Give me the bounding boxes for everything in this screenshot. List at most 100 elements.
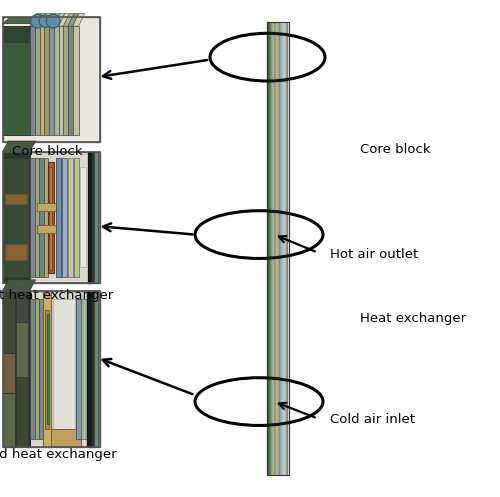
Polygon shape (2, 17, 40, 24)
Bar (46, 310, 50, 428)
Text: Cold heat exchanger: Cold heat exchanger (0, 448, 117, 461)
Polygon shape (58, 13, 70, 26)
Polygon shape (40, 13, 50, 26)
Bar (268, 22, 269, 475)
Bar (35, 158, 39, 277)
Circle shape (30, 14, 44, 28)
Bar (272, 22, 273, 475)
Bar (53, 299, 74, 439)
Polygon shape (68, 13, 79, 26)
Bar (6, 194, 27, 204)
Bar (2, 17, 100, 142)
Bar (36, 225, 56, 233)
Bar (30, 26, 35, 136)
Bar (74, 158, 79, 277)
Bar (36, 203, 56, 211)
Bar (35, 26, 40, 136)
Bar (34, 299, 38, 439)
Bar (16, 291, 28, 322)
Bar (279, 22, 280, 475)
Bar (6, 244, 27, 259)
Text: Core block: Core block (12, 145, 83, 158)
Polygon shape (50, 13, 60, 26)
Bar (38, 299, 44, 439)
Bar (44, 26, 50, 136)
Polygon shape (2, 280, 35, 291)
Bar (286, 22, 288, 475)
Bar (52, 428, 80, 447)
Bar (269, 22, 270, 475)
Bar (273, 22, 274, 475)
Polygon shape (30, 13, 42, 26)
Bar (30, 158, 35, 277)
Bar (282, 22, 283, 475)
Bar (276, 22, 278, 475)
Bar (82, 299, 87, 439)
Bar (68, 26, 72, 136)
Bar (47, 314, 50, 424)
Polygon shape (35, 13, 46, 26)
Bar (2, 152, 100, 283)
Bar (88, 291, 91, 447)
Polygon shape (54, 13, 65, 26)
Bar (266, 22, 288, 475)
Bar (281, 22, 282, 475)
Bar (2, 299, 29, 439)
Bar (4, 291, 15, 353)
Bar (76, 299, 82, 439)
Bar (2, 42, 30, 136)
Bar (40, 26, 44, 136)
Bar (62, 158, 68, 277)
Bar (91, 152, 94, 283)
Bar (2, 152, 100, 283)
Bar (30, 299, 34, 439)
Polygon shape (64, 13, 74, 26)
Bar (2, 291, 30, 447)
Bar (50, 167, 51, 270)
Bar (80, 167, 86, 267)
Bar (91, 291, 94, 447)
Bar (4, 393, 15, 447)
Bar (2, 158, 29, 277)
Polygon shape (72, 13, 85, 26)
Bar (4, 353, 15, 393)
Polygon shape (2, 141, 35, 152)
Bar (64, 26, 68, 136)
Text: Hot air outlet: Hot air outlet (330, 248, 418, 261)
Bar (16, 322, 28, 377)
Bar (284, 22, 285, 475)
Bar (285, 22, 286, 475)
Bar (44, 158, 48, 277)
Text: Core block: Core block (360, 143, 430, 156)
Bar (50, 26, 54, 136)
Bar (280, 22, 281, 475)
Text: Cold air inlet: Cold air inlet (330, 414, 415, 426)
Bar (88, 152, 91, 283)
Text: Hot heat exchanger: Hot heat exchanger (0, 289, 114, 302)
Bar (39, 158, 44, 277)
Bar (68, 158, 73, 277)
Bar (72, 26, 78, 136)
Text: Heat exchanger: Heat exchanger (360, 312, 466, 325)
Bar (2, 291, 100, 447)
Circle shape (39, 15, 52, 27)
Circle shape (46, 14, 60, 28)
Bar (94, 291, 98, 447)
Bar (16, 377, 28, 447)
Bar (56, 158, 62, 277)
Bar (44, 291, 52, 447)
Bar (54, 26, 59, 136)
Bar (48, 162, 54, 273)
Bar (58, 26, 64, 136)
Bar (274, 22, 276, 475)
Bar (2, 26, 32, 136)
Polygon shape (44, 13, 56, 26)
Bar (271, 22, 272, 475)
Bar (2, 291, 100, 447)
Bar (94, 152, 98, 283)
Bar (2, 17, 100, 142)
Bar (283, 22, 284, 475)
Bar (2, 152, 30, 283)
Bar (270, 22, 271, 475)
Bar (278, 22, 279, 475)
